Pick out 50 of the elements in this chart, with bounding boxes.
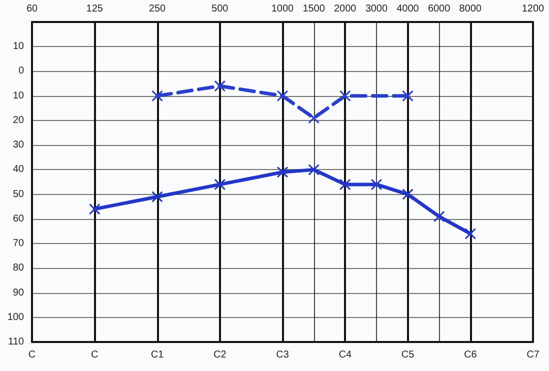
point [277,166,288,178]
y-tick-label: 90 [12,287,24,298]
point [277,90,288,102]
text: C2 [213,350,227,360]
text: C1 [150,350,164,360]
x-tick-label: 4000 [396,4,420,14]
point [89,204,100,215]
y-tick-label: 100 [7,312,24,323]
text: C6 [464,350,478,360]
y-tick-label: 10 [12,41,24,52]
y-tick-label: 0 [18,66,24,77]
point [340,90,351,102]
x-tick-label: 125 [86,4,104,14]
y-tick-label: 50 [12,188,24,200]
y-tick-label: 80 [12,262,24,274]
text: C7 [526,350,540,360]
y-tick-label: 20 [12,114,24,126]
point [434,210,445,222]
x-tick-label: 1000 [271,4,294,14]
point [308,112,320,124]
x-tick-label: 8000 [459,4,482,14]
y-tick-label: 110 [8,336,24,348]
point [152,191,163,202]
x-tick-label: 6000 [428,4,451,14]
text: C5 [401,350,415,360]
point [370,178,382,190]
text: C [91,350,98,360]
text: C [28,350,36,360]
point [402,90,414,102]
text: C3 [276,350,290,360]
point [308,164,320,176]
point [464,228,476,240]
x-tick-label: 60 [26,4,38,14]
point [152,90,163,102]
point [402,188,414,200]
text: C4 [338,350,352,360]
x-tick-label: 250 [148,4,166,14]
point [214,80,226,92]
x-tick-label: 500 [212,4,229,14]
y-tick-label: 60 [12,213,24,224]
x-tick-label: 3000 [365,4,388,14]
y-tick-label: 30 [12,140,24,151]
y-tick-label: 10 [12,90,24,102]
x-tick-label: 1500 [302,4,326,14]
y-tick-label: 70 [12,238,24,250]
y-tick-label: 40 [12,164,24,176]
point [340,178,351,190]
point [214,178,226,190]
x-tick-label: 1200 [522,4,545,14]
x-tick-label: 2000 [334,4,357,14]
